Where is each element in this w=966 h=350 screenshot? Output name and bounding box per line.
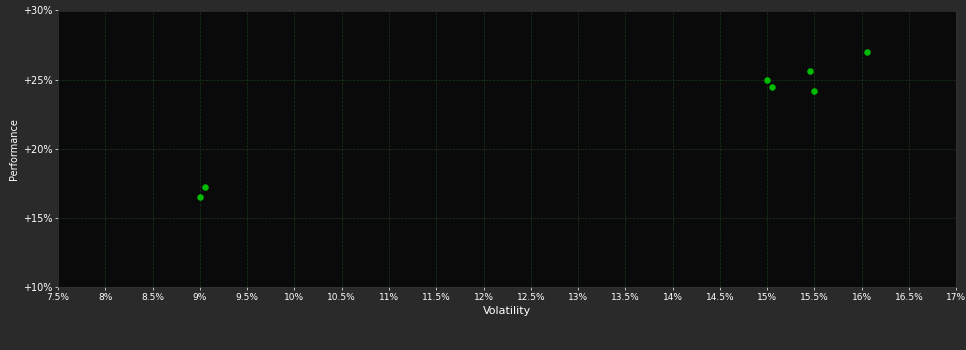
Point (859, 49, 874, 55)
Point (759, 77, 775, 83)
X-axis label: Volatility: Volatility (483, 306, 531, 316)
Y-axis label: Performance: Performance (9, 118, 18, 180)
Point (802, 69, 817, 74)
Point (197, 185, 213, 190)
Point (192, 194, 208, 200)
Point (764, 84, 780, 89)
Point (807, 88, 822, 93)
